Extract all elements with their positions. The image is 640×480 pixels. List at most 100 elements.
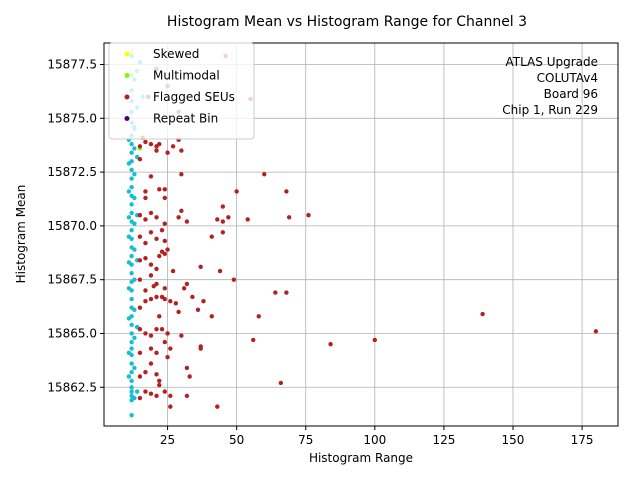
point-normal	[129, 385, 134, 390]
x-axis-label: Histogram Range	[309, 451, 413, 465]
x-tick-label: 100	[363, 433, 386, 447]
point-flagged-seus	[148, 141, 154, 147]
point-flagged-seus	[137, 144, 143, 149]
y-axis-ticks: 15862.5 15865.0 15867.5 15870.0 15872.5 15875…	[47, 58, 104, 394]
point-flagged-seus	[154, 393, 159, 399]
point-flagged-seus	[157, 378, 162, 384]
point-flagged-seus	[162, 389, 167, 394]
point-flagged-seus	[148, 210, 154, 216]
y-tick-label: 15862.5	[47, 380, 97, 394]
legend-frame	[108, 42, 255, 140]
point-normal	[129, 296, 134, 302]
point-flagged-seus	[480, 311, 485, 317]
legend-label-skewed: Skewed	[153, 47, 199, 61]
point-flagged-seus	[159, 227, 165, 233]
point-flagged-seus	[256, 314, 261, 319]
point-flagged-seus	[234, 189, 239, 194]
point-flagged-seus	[143, 370, 148, 375]
y-tick-label: 15875.0	[47, 111, 97, 125]
point-normal	[129, 413, 134, 418]
point-flagged-seus	[209, 234, 214, 239]
point-flagged-seus	[168, 404, 173, 409]
point-flagged-seus	[162, 238, 167, 244]
point-flagged-seus	[148, 333, 154, 338]
point-flagged-seus	[162, 286, 167, 291]
point-flagged-seus	[148, 361, 154, 366]
point-flagged-seus	[148, 230, 154, 235]
point-normal	[132, 195, 137, 201]
point-normal	[126, 374, 132, 379]
point-flagged-seus	[137, 156, 143, 162]
point-flagged-seus	[168, 393, 173, 399]
annotation-line: ATLAS Upgrade	[505, 55, 598, 69]
point-normal	[129, 322, 134, 328]
point-flagged-seus	[143, 217, 148, 222]
legend-marker-multimodal	[124, 73, 130, 78]
point-flagged-seus	[162, 251, 167, 257]
point-flagged-seus	[148, 391, 154, 396]
point-flagged-seus	[170, 268, 176, 274]
point-flagged-seus	[184, 281, 190, 287]
point-flagged-seus	[184, 219, 190, 224]
point-flagged-seus	[154, 281, 159, 287]
point-flagged-seus	[143, 331, 148, 336]
point-flagged-seus	[154, 148, 159, 153]
point-flagged-seus	[284, 189, 289, 194]
point-flagged-seus	[215, 404, 220, 409]
point-flagged-seus	[165, 331, 170, 336]
point-flagged-seus	[148, 296, 154, 302]
point-flagged-seus	[157, 382, 162, 388]
chart-title: Histogram Mean vs Histogram Range for Ch…	[167, 14, 527, 30]
point-normal	[129, 346, 134, 351]
point-flagged-seus	[179, 148, 184, 153]
point-flagged-seus	[220, 230, 226, 235]
point-flagged-seus	[137, 374, 143, 379]
annotation-line: COLUTAv4	[537, 71, 598, 85]
point-normal	[126, 260, 132, 265]
point-flagged-seus	[201, 299, 206, 304]
point-flagged-seus	[220, 219, 226, 224]
point-flagged-seus	[593, 329, 599, 334]
point-flagged-seus	[165, 150, 170, 155]
point-normal	[126, 215, 132, 220]
legend: Skewed Multimodal Flagged SEUs Repeat Bin	[108, 42, 255, 140]
point-flagged-seus	[179, 172, 184, 177]
point-flagged-seus	[154, 326, 159, 332]
point-flagged-seus	[137, 395, 143, 401]
legend-label-flagged-seus: Flagged SEUs	[153, 90, 235, 104]
point-flagged-seus	[245, 217, 250, 222]
legend-label-multimodal: Multimodal	[153, 69, 220, 83]
point-flagged-seus	[198, 264, 203, 269]
point-flagged-seus	[162, 195, 167, 201]
point-normal	[129, 361, 134, 366]
point-flagged-seus	[262, 172, 267, 177]
point-normal	[126, 161, 132, 166]
point-flagged-seus	[284, 290, 289, 295]
point-normal	[129, 202, 134, 207]
point-normal	[132, 146, 137, 151]
x-tick-label: 50	[229, 433, 244, 447]
x-axis-ticks: 25 50 75 100 125 150 175	[160, 426, 594, 447]
point-normal	[129, 378, 134, 384]
point-flagged-seus	[231, 277, 237, 282]
point-flagged-seus	[137, 350, 143, 356]
y-tick-label: 15872.5	[47, 165, 97, 179]
y-tick-label: 15877.5	[47, 58, 97, 72]
point-flagged-seus	[148, 262, 154, 267]
point-normal	[126, 189, 132, 194]
point-normal	[132, 395, 137, 401]
point-flagged-seus	[148, 346, 154, 351]
annotation-line: Board 96	[544, 87, 598, 101]
point-flagged-seus	[168, 346, 173, 351]
point-flagged-seus	[165, 354, 170, 360]
point-normal	[132, 335, 137, 340]
point-normal	[126, 350, 132, 356]
point-flagged-seus	[162, 221, 167, 226]
point-flagged-seus	[195, 307, 201, 313]
point-flagged-seus	[137, 234, 143, 239]
point-flagged-seus	[190, 294, 195, 300]
point-flagged-seus	[154, 266, 159, 272]
point-normal	[129, 331, 134, 336]
annotation-box: ATLAS Upgrade COLUTAv4 Board 96 Chip 1, Run…	[502, 55, 598, 117]
